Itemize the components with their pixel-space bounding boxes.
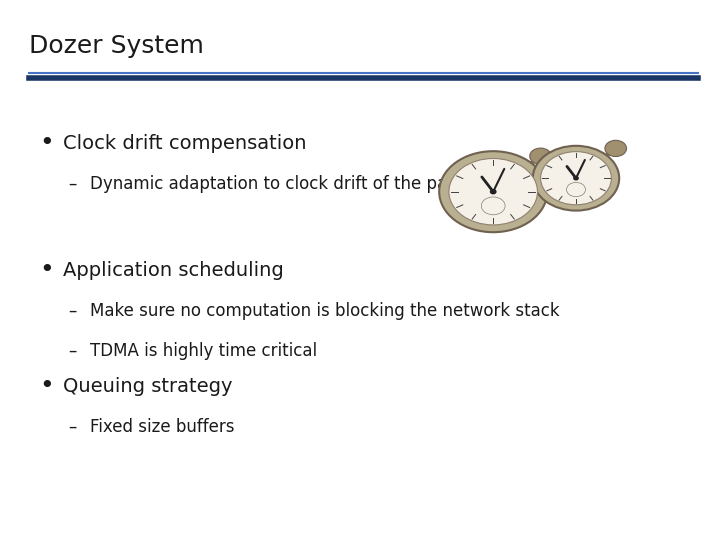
Text: Application scheduling: Application scheduling: [63, 260, 284, 280]
Text: •: •: [40, 131, 54, 155]
Circle shape: [605, 140, 626, 157]
Text: Clock drift compensation: Clock drift compensation: [63, 133, 307, 153]
Text: –: –: [68, 174, 77, 193]
Text: –: –: [68, 342, 77, 360]
Text: Queuing strategy: Queuing strategy: [63, 376, 233, 396]
Circle shape: [439, 151, 547, 232]
Text: •: •: [40, 258, 54, 282]
Text: Dynamic adaptation to clock drift of the parent node: Dynamic adaptation to clock drift of the…: [90, 174, 528, 193]
Circle shape: [574, 177, 578, 180]
Text: –: –: [68, 417, 77, 436]
Text: –: –: [68, 301, 77, 320]
Text: •: •: [40, 374, 54, 398]
Text: Make sure no computation is blocking the network stack: Make sure no computation is blocking the…: [90, 301, 559, 320]
Circle shape: [482, 197, 505, 215]
Text: TDMA is highly time critical: TDMA is highly time critical: [90, 342, 317, 360]
Circle shape: [533, 146, 619, 211]
Circle shape: [530, 148, 552, 164]
Circle shape: [541, 152, 611, 205]
Circle shape: [449, 159, 537, 225]
Text: Fixed size buffers: Fixed size buffers: [90, 417, 235, 436]
Text: Dozer System: Dozer System: [29, 34, 204, 58]
Circle shape: [567, 183, 585, 197]
Circle shape: [490, 190, 496, 194]
